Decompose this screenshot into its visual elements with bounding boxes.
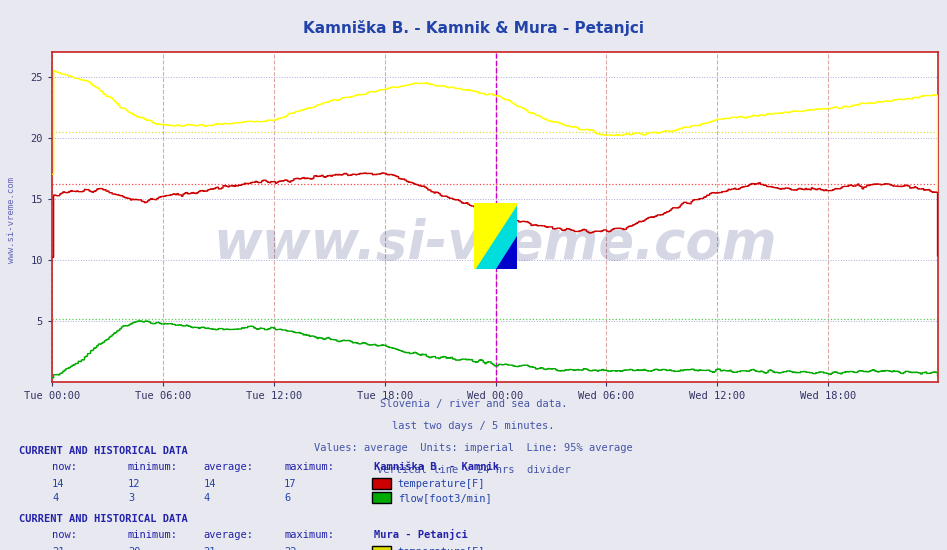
Polygon shape bbox=[474, 202, 517, 268]
Text: CURRENT AND HISTORICAL DATA: CURRENT AND HISTORICAL DATA bbox=[19, 446, 188, 456]
Polygon shape bbox=[474, 202, 517, 268]
Text: 12: 12 bbox=[128, 478, 140, 489]
Text: Kamniška B. - Kamnik & Mura - Petanjci: Kamniška B. - Kamnik & Mura - Petanjci bbox=[303, 20, 644, 36]
Text: 21: 21 bbox=[204, 547, 216, 550]
Text: 6: 6 bbox=[284, 493, 291, 503]
Text: 17: 17 bbox=[284, 478, 296, 489]
Text: minimum:: minimum: bbox=[128, 530, 178, 541]
Text: now:: now: bbox=[52, 462, 77, 472]
Text: 20: 20 bbox=[128, 547, 140, 550]
Text: Kamniška B. - Kamnik: Kamniška B. - Kamnik bbox=[374, 462, 499, 472]
Text: flow[foot3/min]: flow[foot3/min] bbox=[398, 493, 491, 503]
Text: vertical line - 24 hrs  divider: vertical line - 24 hrs divider bbox=[377, 465, 570, 475]
Polygon shape bbox=[495, 235, 517, 268]
Text: minimum:: minimum: bbox=[128, 462, 178, 472]
Text: temperature[F]: temperature[F] bbox=[398, 478, 485, 489]
Text: last two days / 5 minutes.: last two days / 5 minutes. bbox=[392, 421, 555, 431]
Text: Values: average  Units: imperial  Line: 95% average: Values: average Units: imperial Line: 95… bbox=[314, 443, 633, 453]
Text: 14: 14 bbox=[52, 478, 64, 489]
Text: average:: average: bbox=[204, 462, 254, 472]
Text: 4: 4 bbox=[204, 493, 210, 503]
Text: temperature[F]: temperature[F] bbox=[398, 547, 485, 550]
Text: 22: 22 bbox=[284, 547, 296, 550]
Text: 21: 21 bbox=[52, 547, 64, 550]
Text: CURRENT AND HISTORICAL DATA: CURRENT AND HISTORICAL DATA bbox=[19, 514, 188, 524]
Text: 3: 3 bbox=[128, 493, 134, 503]
Text: maximum:: maximum: bbox=[284, 462, 334, 472]
Text: maximum:: maximum: bbox=[284, 530, 334, 541]
Text: Slovenia / river and sea data.: Slovenia / river and sea data. bbox=[380, 399, 567, 409]
Text: www.si-vreme.com: www.si-vreme.com bbox=[7, 177, 16, 263]
Text: now:: now: bbox=[52, 530, 77, 541]
Text: Mura - Petanjci: Mura - Petanjci bbox=[374, 530, 468, 541]
Text: 4: 4 bbox=[52, 493, 59, 503]
Text: www.si-vreme.com: www.si-vreme.com bbox=[213, 218, 777, 270]
Text: average:: average: bbox=[204, 530, 254, 541]
Text: 14: 14 bbox=[204, 478, 216, 489]
